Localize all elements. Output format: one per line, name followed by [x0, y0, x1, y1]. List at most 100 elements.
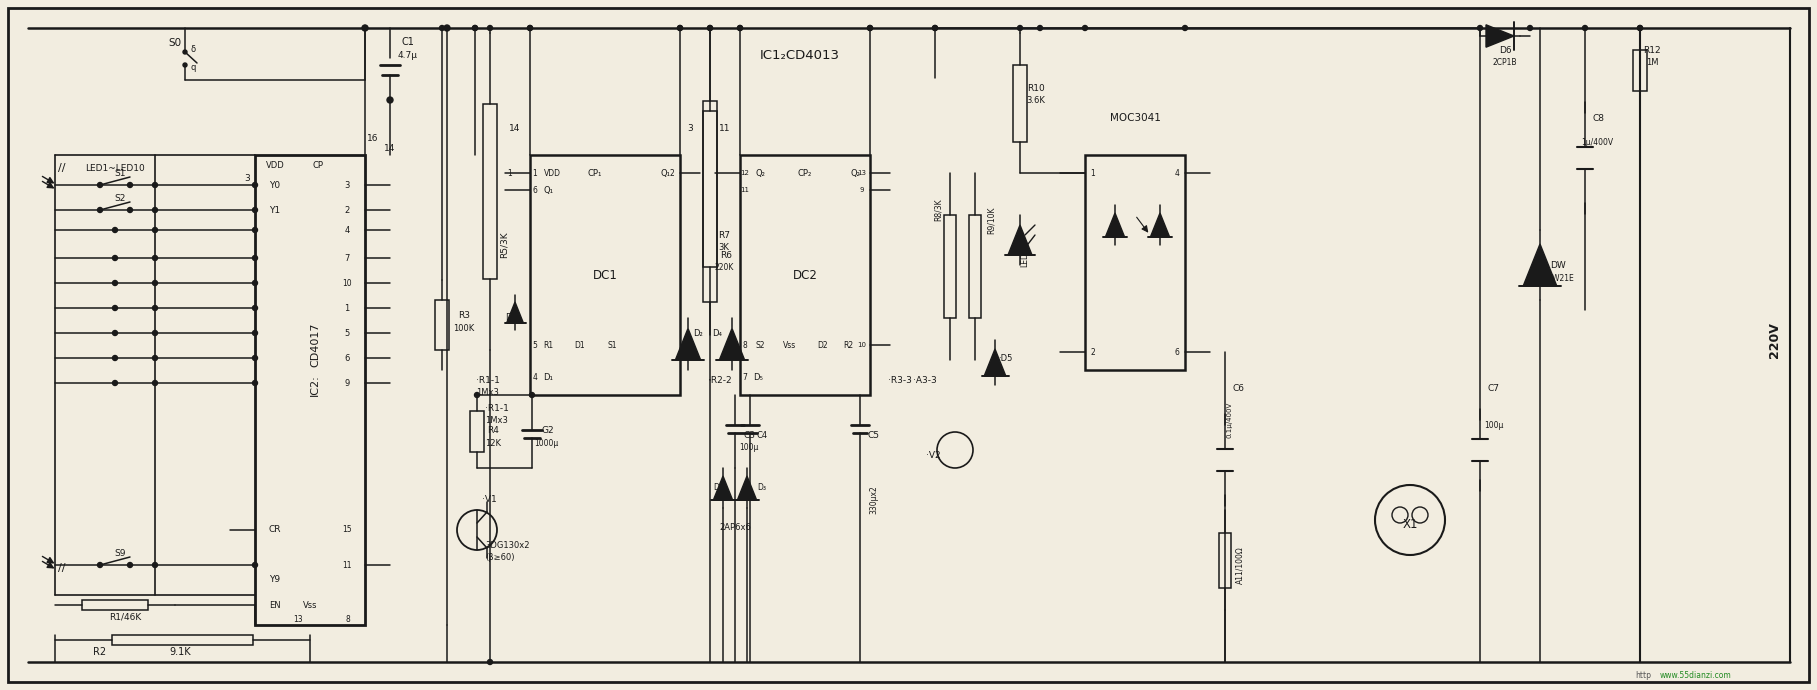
Text: S1: S1 — [607, 340, 616, 350]
Text: 330μx2: 330μx2 — [870, 486, 878, 514]
Text: 1000μ: 1000μ — [534, 439, 558, 448]
Text: http: http — [1635, 671, 1652, 680]
Text: D₇: D₇ — [714, 484, 723, 493]
Text: 7: 7 — [743, 373, 747, 382]
Text: 100μ: 100μ — [740, 444, 760, 453]
Circle shape — [362, 25, 369, 31]
Text: 100K: 100K — [454, 324, 474, 333]
Bar — [113, 635, 253, 645]
Text: ·R1-1: ·R1-1 — [485, 404, 509, 413]
Text: VDD: VDD — [543, 168, 560, 177]
Text: 3: 3 — [243, 173, 251, 182]
Text: 2: 2 — [1090, 348, 1096, 357]
Text: R2: R2 — [843, 340, 852, 350]
Text: D₂: D₂ — [692, 328, 703, 337]
Text: R2: R2 — [93, 647, 107, 657]
Text: 2: 2 — [345, 206, 349, 215]
Text: CP₁: CP₁ — [589, 168, 601, 177]
Text: 6: 6 — [343, 353, 349, 362]
Text: 13: 13 — [858, 170, 867, 176]
Circle shape — [253, 562, 258, 567]
Text: X1: X1 — [1403, 518, 1417, 531]
Text: R8/3K: R8/3K — [934, 199, 943, 221]
Text: LED11: LED11 — [1021, 243, 1030, 267]
Text: Q̄₂: Q̄₂ — [756, 168, 765, 177]
Circle shape — [443, 25, 451, 31]
Text: 1: 1 — [345, 304, 349, 313]
Text: 1Mx3: 1Mx3 — [485, 415, 509, 424]
Circle shape — [738, 26, 743, 30]
Text: ·D5: ·D5 — [998, 353, 1012, 362]
Text: Q₂: Q₂ — [850, 168, 859, 177]
Text: 0.1μ/400V: 0.1μ/400V — [1226, 402, 1234, 438]
Text: 14: 14 — [509, 124, 521, 132]
Text: 14: 14 — [385, 144, 396, 152]
Circle shape — [932, 26, 938, 30]
Text: R9/10K: R9/10K — [987, 206, 996, 234]
Text: Q̄₁: Q̄₁ — [660, 168, 670, 177]
Circle shape — [253, 306, 258, 310]
Text: 3: 3 — [343, 181, 349, 190]
Text: 100μ: 100μ — [1484, 420, 1504, 429]
Text: δ: δ — [191, 44, 196, 54]
Text: 16: 16 — [367, 133, 378, 143]
Text: 1: 1 — [1090, 168, 1096, 177]
Circle shape — [113, 331, 118, 335]
Bar — [483, 104, 498, 279]
Text: Vss: Vss — [303, 600, 318, 609]
Polygon shape — [985, 349, 1007, 376]
Text: 1: 1 — [532, 168, 538, 177]
Circle shape — [1038, 26, 1043, 30]
Polygon shape — [1523, 244, 1557, 286]
Text: MOC3041: MOC3041 — [1110, 113, 1161, 123]
Text: 4: 4 — [1174, 168, 1179, 177]
Text: 8: 8 — [345, 615, 351, 624]
Circle shape — [1183, 26, 1188, 30]
Circle shape — [487, 660, 492, 664]
Text: R6: R6 — [720, 250, 732, 259]
Circle shape — [867, 26, 872, 30]
Circle shape — [474, 393, 480, 397]
Text: 11: 11 — [741, 187, 749, 193]
Text: G2: G2 — [541, 426, 554, 435]
Circle shape — [253, 380, 258, 386]
Text: 11: 11 — [342, 560, 352, 569]
Text: IC1₂CD4013: IC1₂CD4013 — [760, 48, 839, 61]
Text: D₃: D₃ — [758, 484, 767, 493]
Text: 1Mx3: 1Mx3 — [476, 388, 500, 397]
Text: 10: 10 — [858, 342, 867, 348]
Text: CD4017: CD4017 — [311, 323, 320, 367]
Bar — [703, 111, 718, 302]
Bar — [1219, 533, 1230, 587]
Text: C7: C7 — [1488, 384, 1501, 393]
Text: 12K: 12K — [485, 439, 501, 448]
Circle shape — [707, 26, 712, 30]
Text: C5: C5 — [869, 431, 879, 440]
Text: 9.1K: 9.1K — [169, 647, 191, 657]
Circle shape — [127, 182, 133, 188]
Text: 10: 10 — [342, 279, 352, 288]
Text: Y9: Y9 — [269, 575, 280, 584]
Text: C8: C8 — [1594, 113, 1604, 123]
Text: ·V1: ·V1 — [482, 495, 496, 504]
Text: ·A3-3: ·A3-3 — [914, 375, 938, 384]
Text: D₅: D₅ — [752, 373, 763, 382]
Text: S1: S1 — [114, 168, 125, 177]
Circle shape — [98, 208, 102, 213]
Circle shape — [1583, 26, 1588, 30]
Circle shape — [1477, 26, 1483, 30]
Circle shape — [98, 182, 102, 188]
Text: C6: C6 — [1234, 384, 1245, 393]
Text: 9: 9 — [345, 379, 349, 388]
Circle shape — [253, 255, 258, 261]
Circle shape — [153, 208, 158, 213]
Polygon shape — [1486, 25, 1514, 47]
Circle shape — [153, 380, 158, 386]
Text: D1: D1 — [574, 340, 585, 350]
Circle shape — [1637, 26, 1643, 30]
Text: DC2: DC2 — [792, 268, 818, 282]
Text: Vss: Vss — [783, 340, 796, 350]
Text: R3: R3 — [458, 310, 471, 319]
Circle shape — [153, 228, 158, 233]
Text: S9: S9 — [114, 549, 125, 558]
